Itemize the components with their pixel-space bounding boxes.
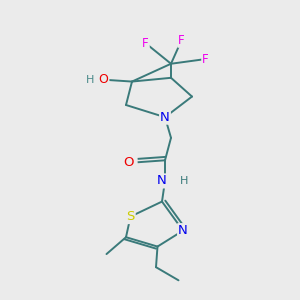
Text: N: N [160, 111, 170, 124]
Text: N: N [157, 174, 167, 188]
Text: H: H [179, 176, 188, 186]
Text: N: N [178, 224, 188, 237]
Text: S: S [126, 210, 135, 223]
Text: F: F [178, 34, 185, 47]
Text: H: H [86, 75, 94, 85]
Text: O: O [124, 156, 134, 169]
Text: O: O [99, 73, 108, 86]
Text: F: F [202, 52, 209, 66]
Text: F: F [142, 37, 149, 50]
